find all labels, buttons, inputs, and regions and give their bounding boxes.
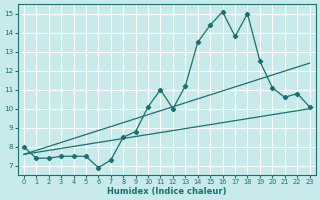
X-axis label: Humidex (Indice chaleur): Humidex (Indice chaleur): [107, 187, 227, 196]
